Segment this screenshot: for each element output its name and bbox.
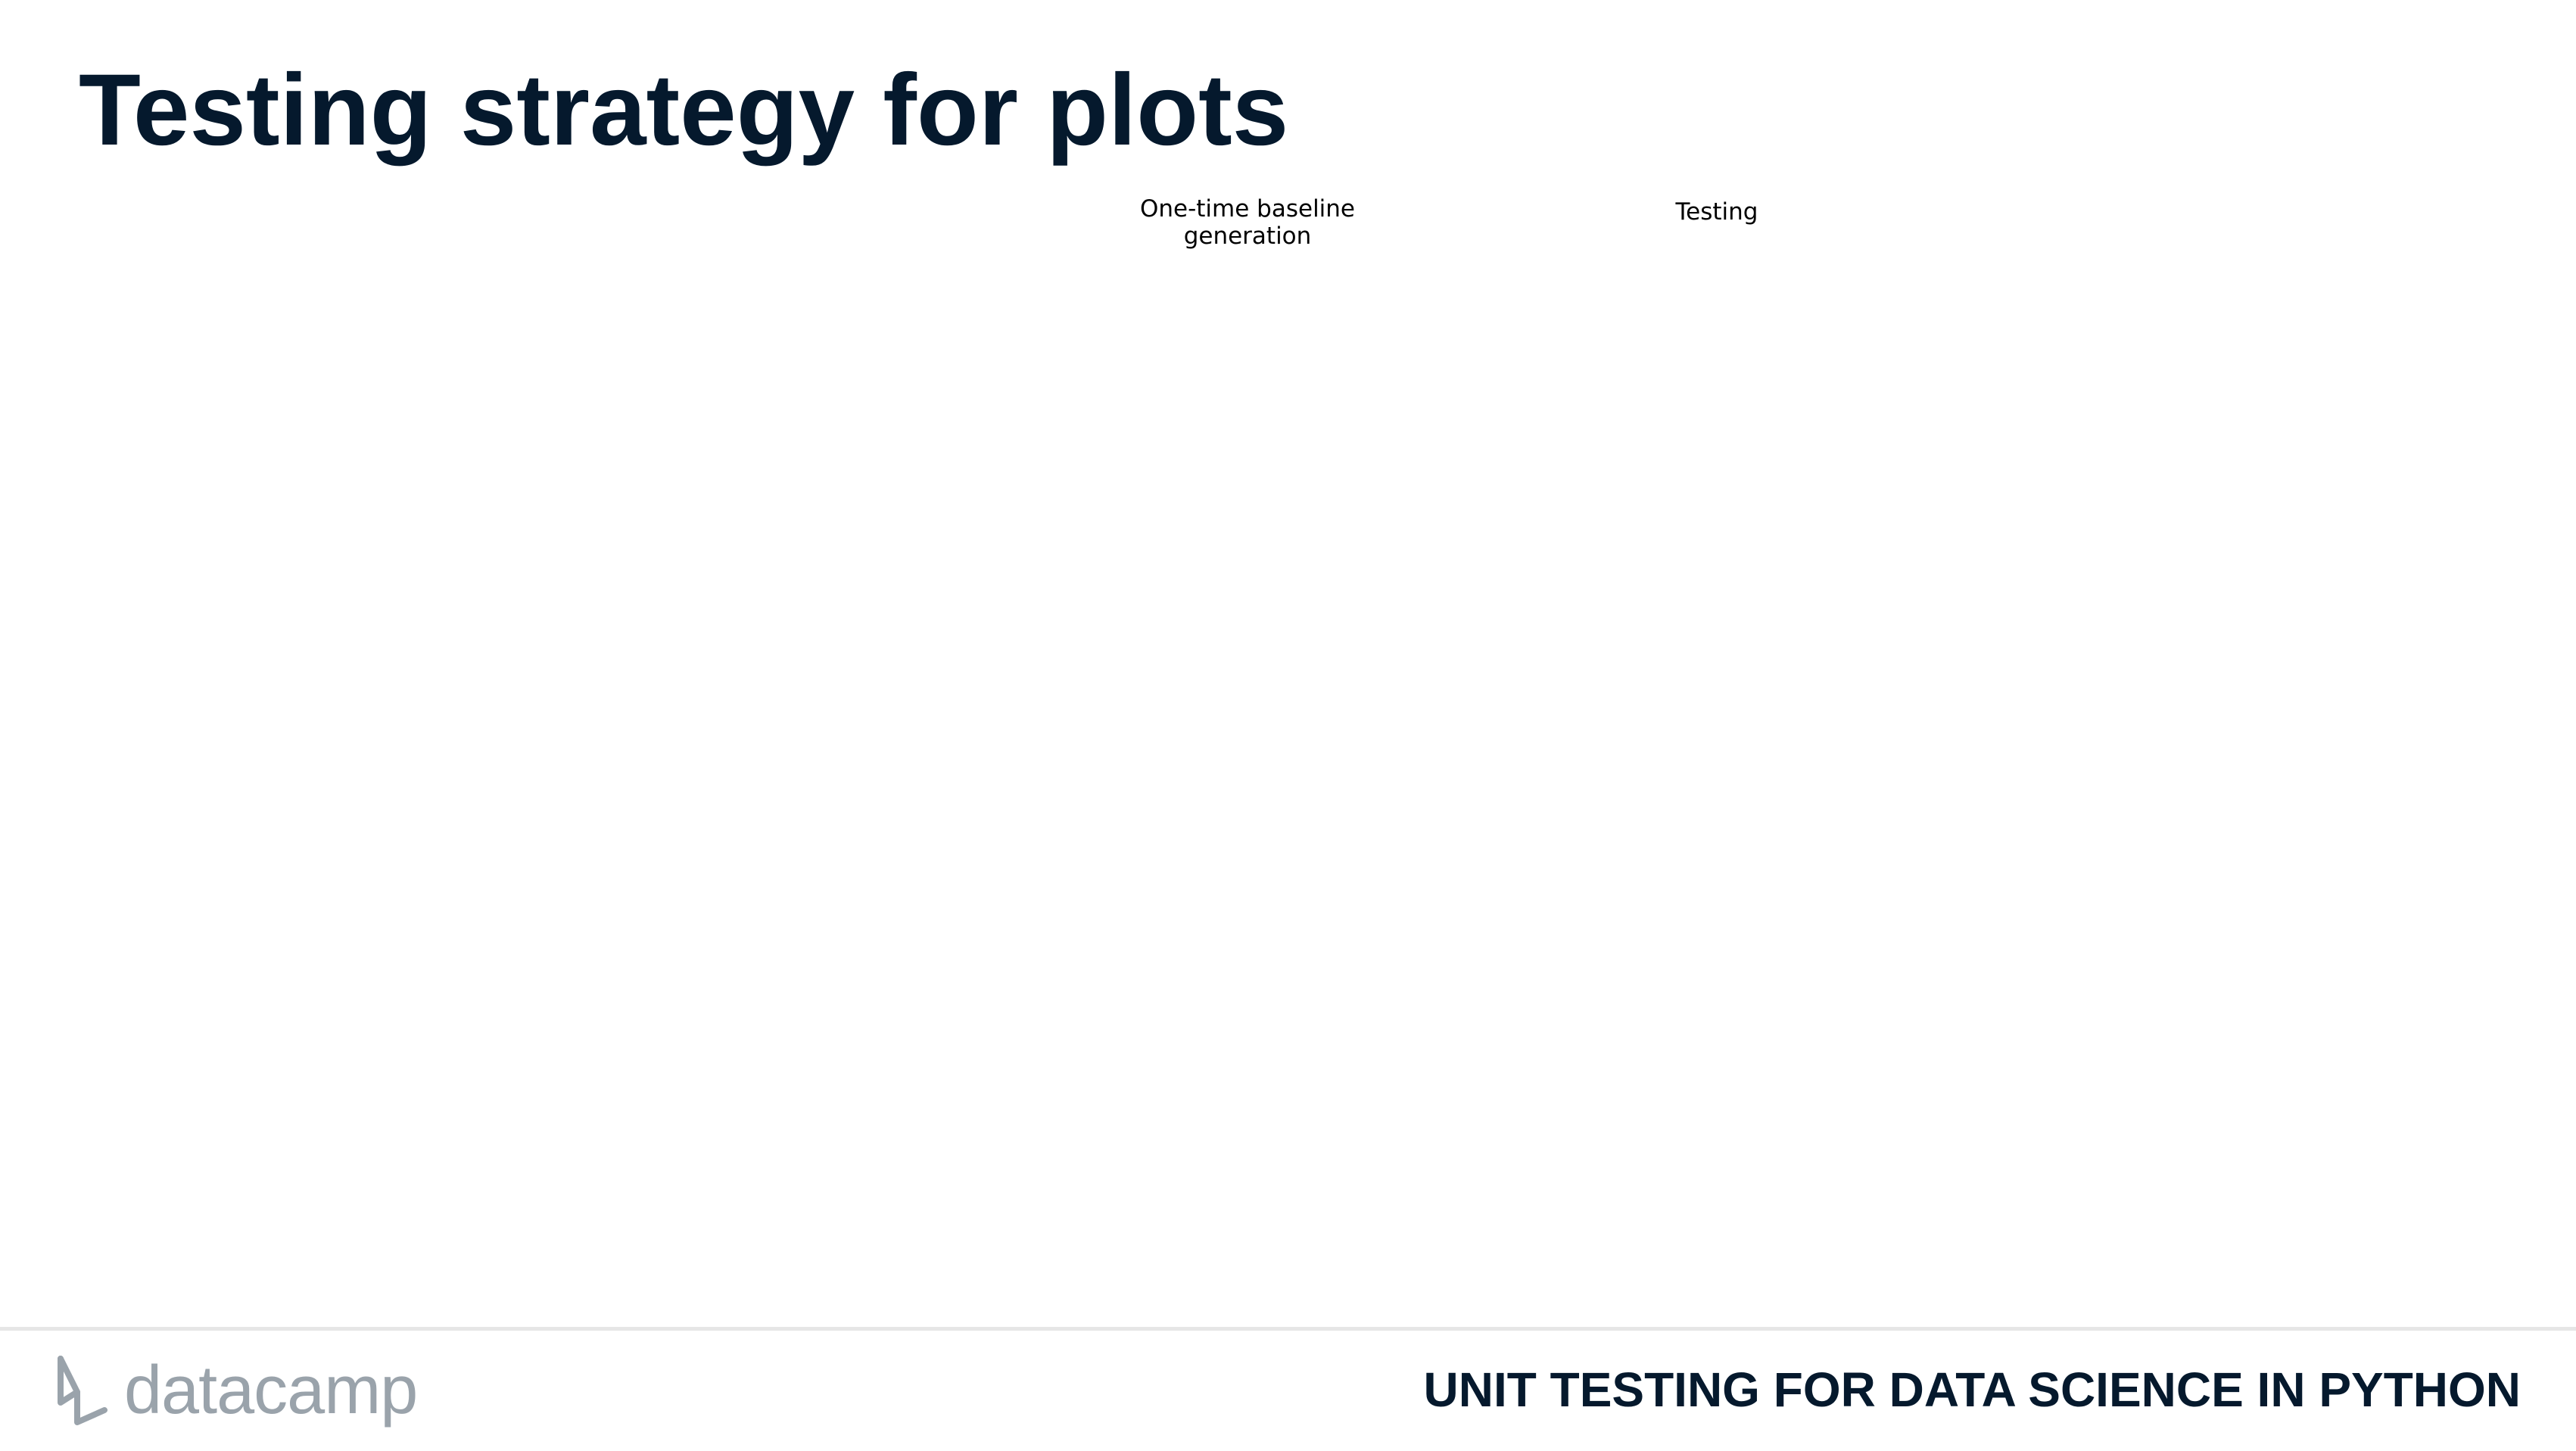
- baseline-generation-label: One-time baseline generation: [1139, 195, 1356, 250]
- datacamp-logo-icon: [58, 1356, 107, 1425]
- course-title: UNIT TESTING FOR DATA SCIENCE IN PYTHON: [1423, 1362, 2521, 1417]
- footer-divider: [0, 1327, 2576, 1331]
- datacamp-wordmark: datacamp: [124, 1353, 418, 1428]
- testing-label: Testing: [1675, 198, 1758, 226]
- slide-title: Testing strategy for plots: [79, 54, 1289, 167]
- datacamp-logo: datacamp: [55, 1349, 418, 1432]
